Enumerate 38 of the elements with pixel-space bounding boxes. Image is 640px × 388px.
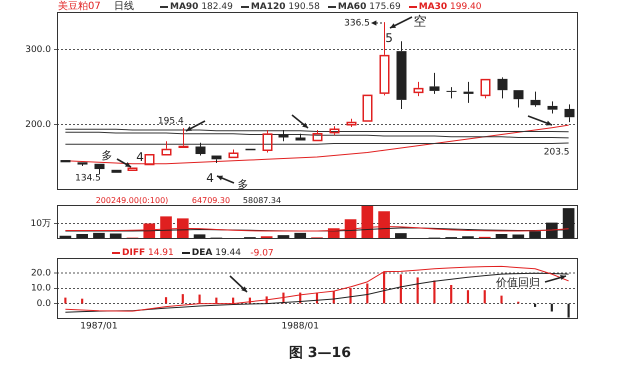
legend-label: MA90 [170, 2, 198, 12]
annotation: 182.49 [200, 2, 233, 12]
annotation: 价值回归 [495, 276, 540, 289]
annotation: 5 [385, 31, 393, 46]
annotation: 175.69 [368, 2, 401, 12]
y-tick-label: 0.0 [36, 298, 52, 309]
legend-label: DIFF [122, 248, 146, 258]
annotation: 空 [414, 14, 426, 30]
annotation: 200249.00(0:100) [96, 196, 168, 206]
x-tick-label: 1987/01 [80, 322, 118, 332]
y-tick-label: 300.0 [25, 44, 52, 55]
annotation: 199.40 [449, 2, 482, 12]
legend-label: MA120 [250, 2, 286, 12]
legend-label: DEA [192, 248, 212, 258]
x-tick-label: 1988/01 [282, 322, 319, 332]
annotation: 4 [136, 150, 144, 164]
caption: 图 3—16 [288, 345, 352, 361]
annotation: 190.58 [287, 2, 320, 12]
legend-label: MA60 [338, 2, 366, 12]
annotation: 58087.34 [242, 196, 282, 206]
annotation: -9.07 [250, 248, 274, 258]
annotation: 多 [102, 148, 112, 162]
annotation: 134.5 [75, 173, 101, 184]
y-tick-label: 10.0 [30, 284, 52, 294]
chart-title: 美豆粕07 [58, 1, 101, 12]
legend-label: MA30 [418, 2, 448, 12]
annotation: 14.91 [146, 248, 174, 258]
annotation: 4 [206, 171, 214, 186]
y-tick-label: 10万 [30, 218, 51, 229]
annotation: 64709.30 [192, 196, 230, 206]
annotation: 多 [238, 178, 248, 191]
chart-subtitle: 日线 [114, 1, 134, 12]
y-tick-label: 200.0 [25, 120, 52, 130]
annotation: 19.44 [214, 248, 241, 258]
annotation: 203.5 [544, 147, 570, 158]
y-tick-label: 20.0 [30, 268, 52, 279]
annotation: 336.5 [344, 18, 370, 28]
annotation: 195.4 [158, 116, 184, 127]
